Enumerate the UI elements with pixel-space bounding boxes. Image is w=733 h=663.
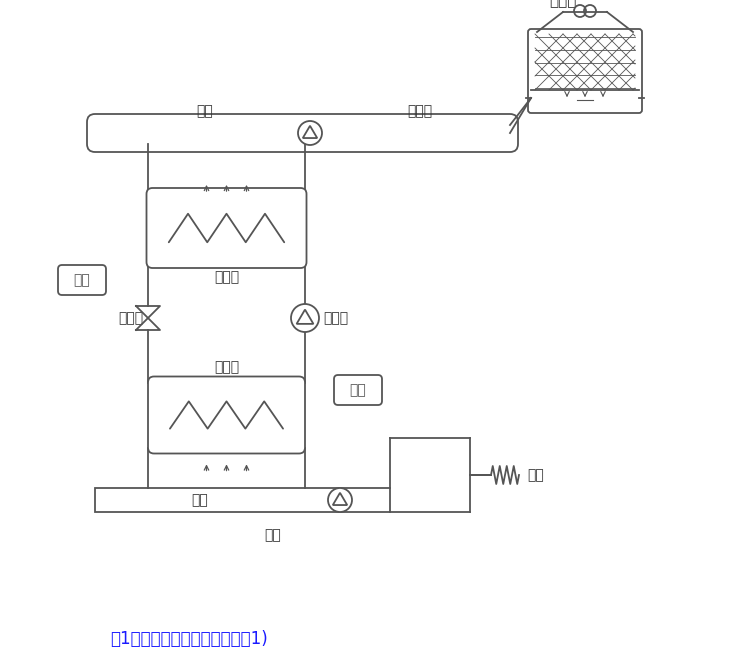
Text: 冷却水: 冷却水	[408, 104, 432, 118]
Bar	[95, 488, 390, 512]
FancyBboxPatch shape	[334, 375, 382, 405]
Text: 液体: 液体	[73, 273, 90, 287]
Circle shape	[291, 304, 319, 332]
Text: 蒸発器: 蒸発器	[214, 361, 239, 375]
FancyBboxPatch shape	[58, 265, 106, 295]
Text: 膨張弁: 膨張弁	[118, 311, 143, 325]
Text: 室内: 室内	[527, 468, 544, 482]
Text: 気体: 気体	[350, 383, 366, 397]
Text: 冷水: 冷水	[264, 528, 281, 542]
Text: 凝縮器: 凝縮器	[214, 270, 239, 284]
FancyBboxPatch shape	[87, 114, 518, 152]
FancyBboxPatch shape	[147, 188, 306, 268]
FancyBboxPatch shape	[148, 377, 305, 453]
Text: 冷却: 冷却	[191, 493, 208, 507]
Circle shape	[298, 121, 322, 145]
Text: 放熱: 放熱	[196, 104, 213, 118]
Text: 図1　圧縮式冷凍機のしくみ　1): 図1 圧縮式冷凍機のしくみ 1)	[110, 630, 268, 648]
Text: 圧縮機: 圧縮機	[323, 311, 348, 325]
FancyBboxPatch shape	[528, 29, 642, 113]
Text: 冷却塔: 冷却塔	[550, 0, 577, 8]
Circle shape	[328, 488, 352, 512]
